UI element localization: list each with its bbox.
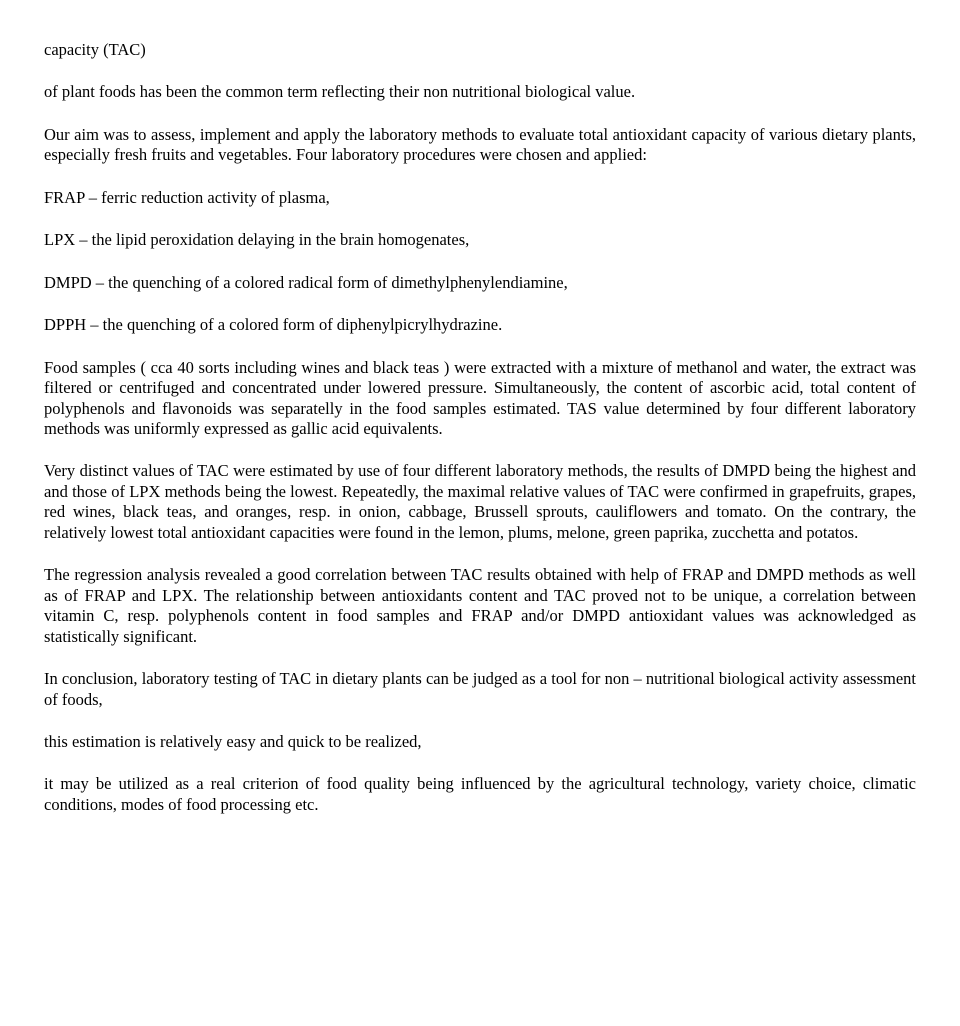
paragraph-7: DPPH – the quenching of a colored form o… — [44, 315, 916, 335]
paragraph-3: Our aim was to assess, implement and app… — [44, 125, 916, 166]
paragraph-12: this estimation is relatively easy and q… — [44, 732, 916, 752]
paragraph-13: it may be utilized as a real criterion o… — [44, 774, 916, 815]
paragraph-8: Food samples ( cca 40 sorts including wi… — [44, 358, 916, 440]
paragraph-2: of plant foods has been the common term … — [44, 82, 916, 102]
paragraph-6: DMPD – the quenching of a colored radica… — [44, 273, 916, 293]
paragraph-5: LPX – the lipid peroxidation delaying in… — [44, 230, 916, 250]
paragraph-4: FRAP – ferric reduction activity of plas… — [44, 188, 916, 208]
paragraph-11: In conclusion, laboratory testing of TAC… — [44, 669, 916, 710]
paragraph-9: Very distinct values of TAC were estimat… — [44, 461, 916, 543]
paragraph-10: The regression analysis revealed a good … — [44, 565, 916, 647]
paragraph-1: capacity (TAC) — [44, 40, 916, 60]
